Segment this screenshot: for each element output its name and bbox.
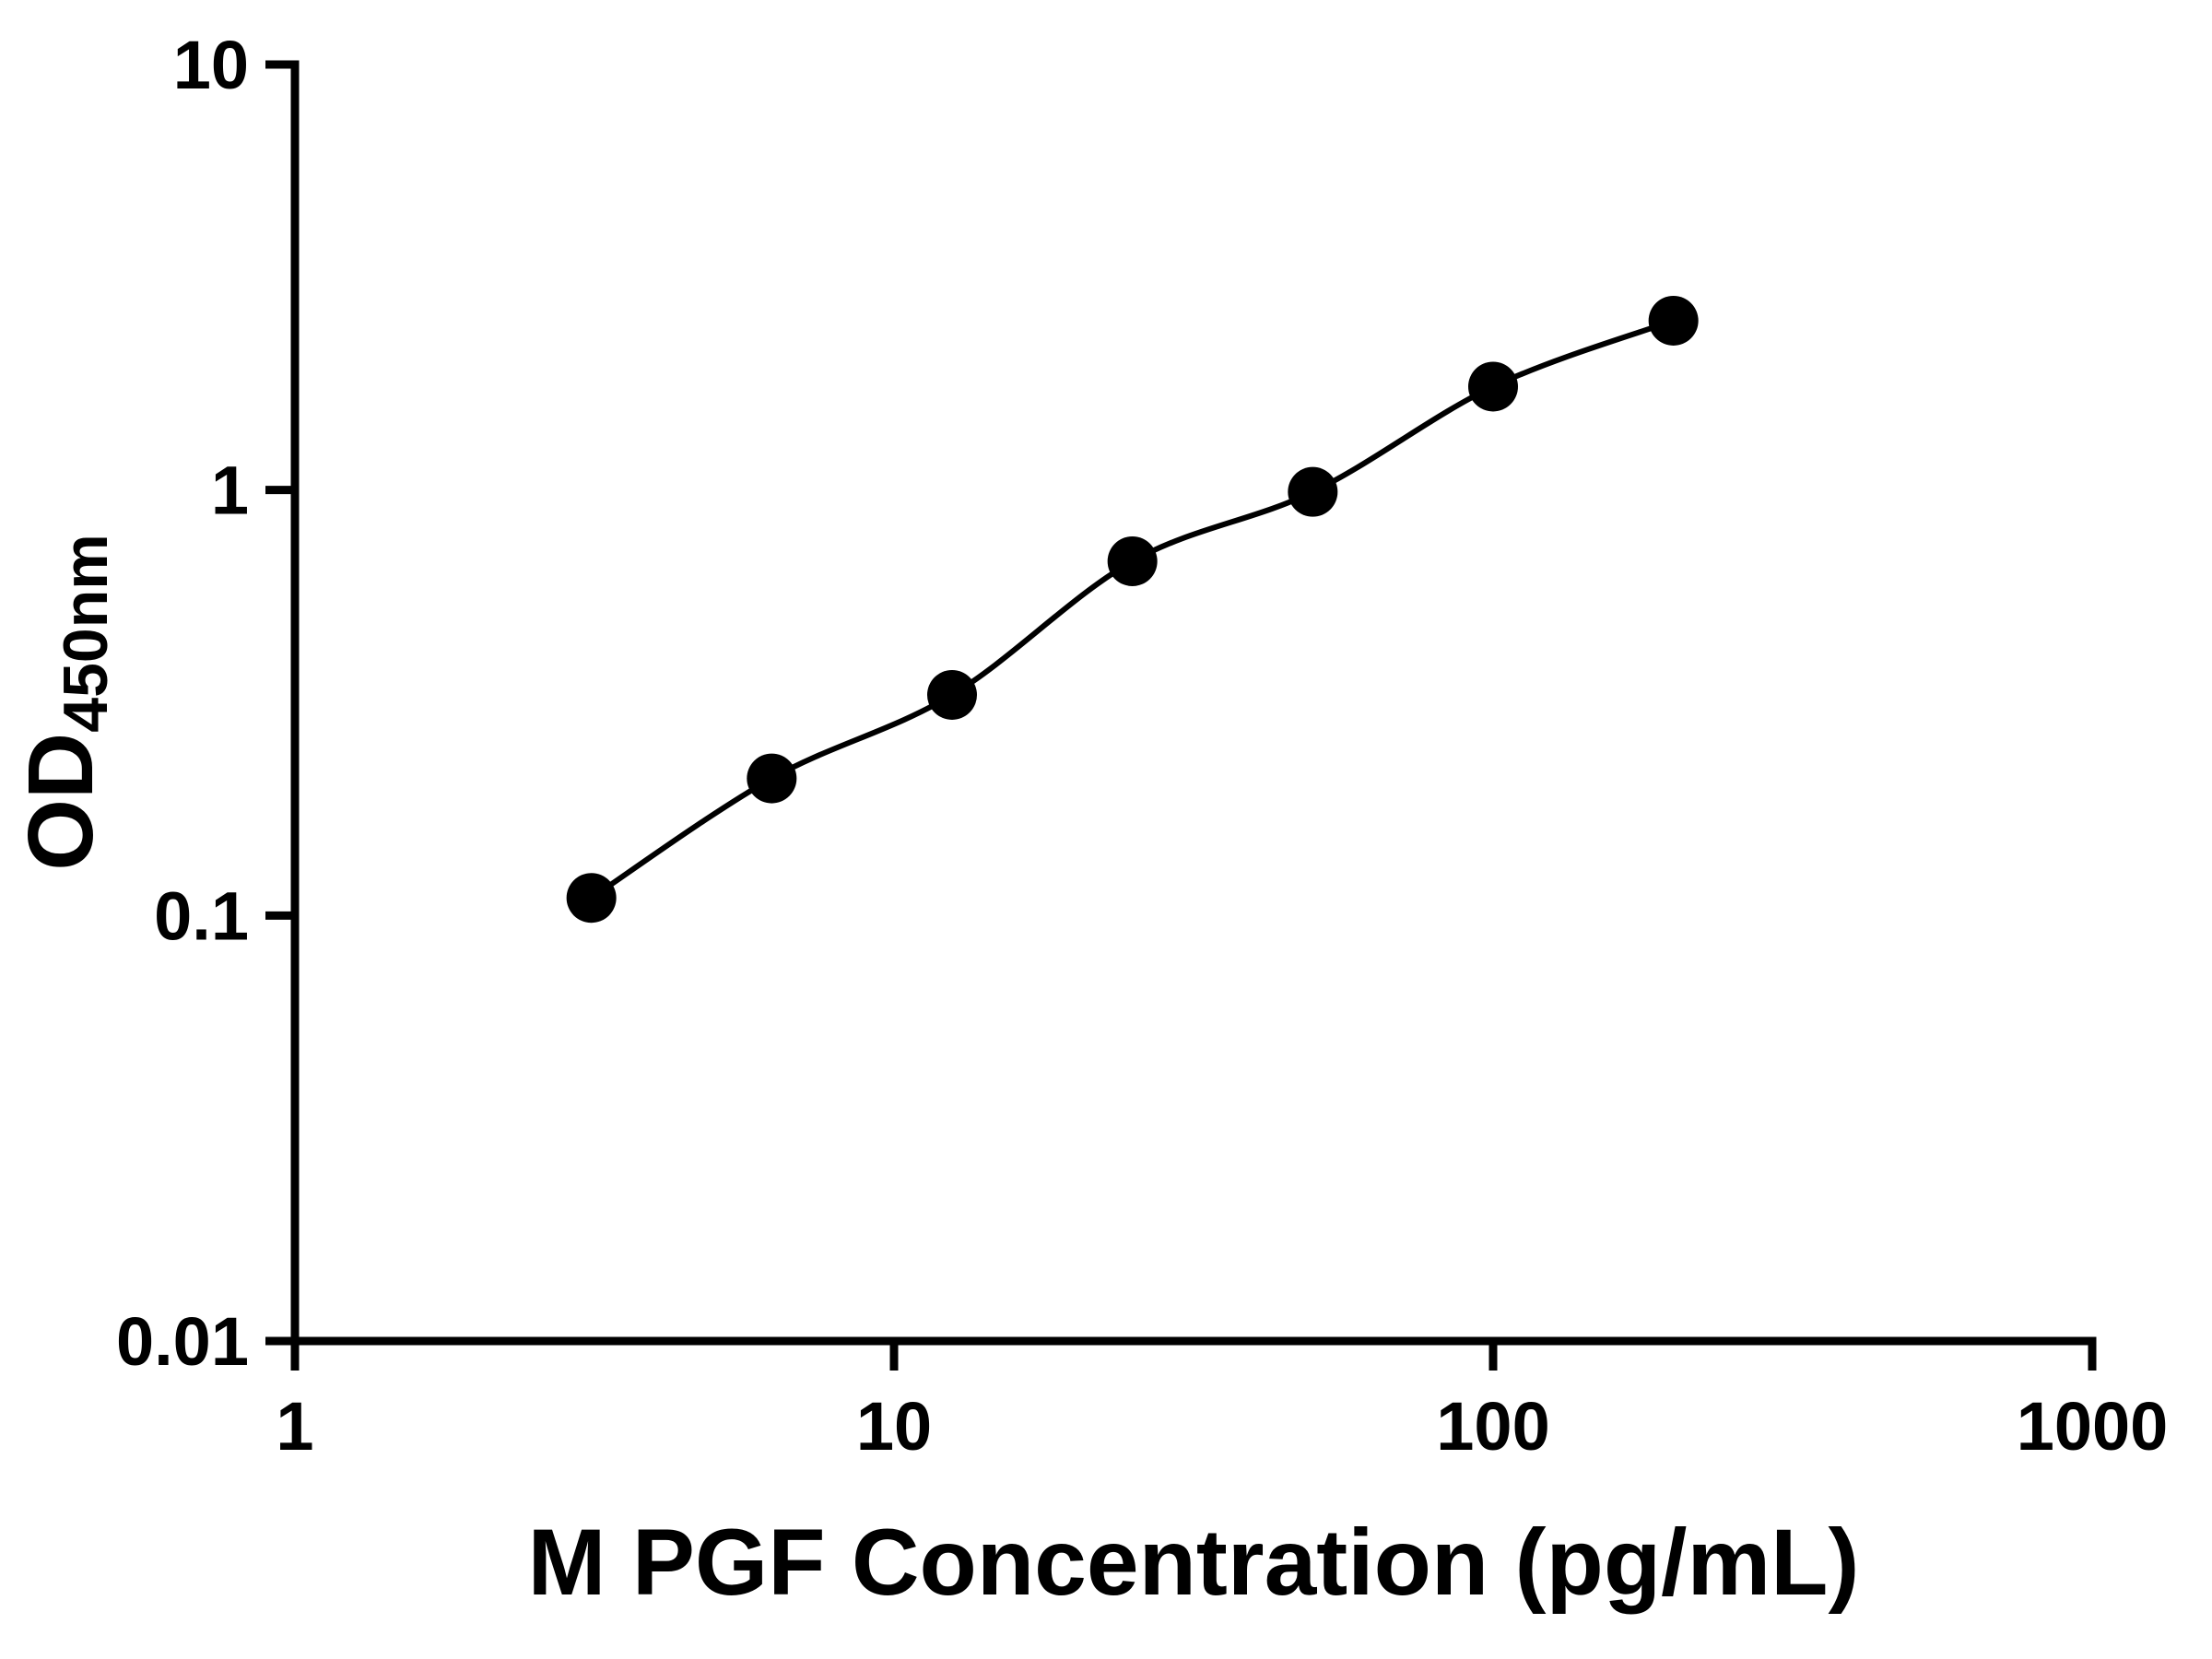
axes — [290, 60, 2097, 1346]
axis-spines — [290, 60, 2097, 1346]
x-tick-label: 1000 — [2017, 1388, 2169, 1465]
y-tick-label: 0.1 — [154, 877, 249, 954]
y-tick-label: 10 — [173, 27, 249, 103]
y-tick-label: 0.01 — [116, 1303, 249, 1380]
data-point — [566, 873, 617, 924]
x-tick-label: 1 — [276, 1388, 313, 1465]
data-point — [1648, 295, 1699, 346]
y-tick-label: 1 — [211, 453, 249, 529]
y-axis-title: OD450nm — [9, 534, 121, 870]
tick-labels: 1 10 100 1000 0.01 0.1 1 10 — [116, 27, 2168, 1465]
y-axis-title-subscript: 450nm — [51, 534, 121, 732]
tick-marks — [265, 60, 2097, 1371]
data-point — [1468, 361, 1518, 412]
x-axis-title: M PGF Concentration (pg/mL) — [528, 1510, 1860, 1615]
x-tick-label: 10 — [856, 1388, 932, 1465]
data-point — [926, 669, 977, 720]
data-point — [747, 753, 797, 804]
y-axis-title-main: OD — [9, 733, 112, 871]
data-points — [566, 295, 1699, 924]
data-point — [1288, 466, 1338, 517]
data-point — [1107, 535, 1158, 586]
y-axis-title-text: OD450nm — [9, 534, 121, 870]
standard-curve-line — [589, 318, 1675, 900]
x-tick-label: 100 — [1436, 1388, 1549, 1465]
